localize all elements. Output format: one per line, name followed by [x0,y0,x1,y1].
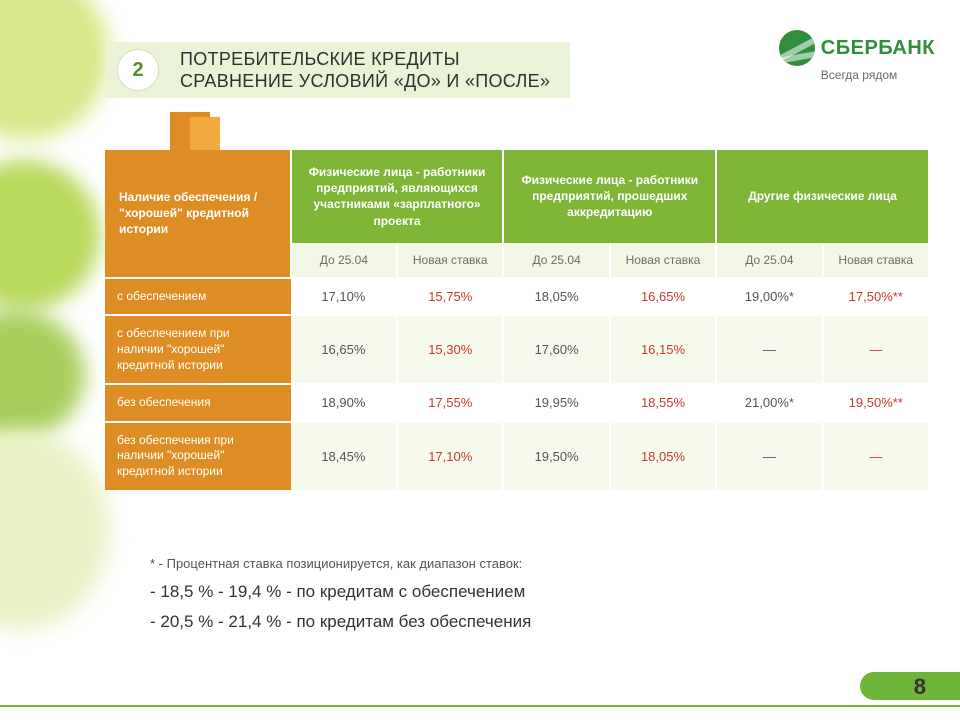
cell: 18,05% [610,422,716,490]
row-label: без обеспечения [105,384,291,422]
slide-title: Потребительские кредиты Сравнение услови… [180,48,550,93]
cell: 21,00%* [716,384,822,422]
cell: — [716,315,822,384]
cell: 18,05% [503,278,609,316]
cell: 16,15% [610,315,716,384]
cell: 17,10% [291,278,397,316]
cell: 19,50% [503,422,609,490]
group-header: Физические лица - работники предприятий,… [503,150,716,243]
cell: 15,75% [397,278,503,316]
table-row: без обеспечения при наличии "хорошей" кр… [105,422,929,490]
cell: 16,65% [291,315,397,384]
rates-table: Наличие обеспечения / "хорошей" кредитно… [105,150,930,490]
footnote-line: - 20,5 % - 21,4 % - по кредитам без обес… [150,611,650,634]
title-line-1: Потребительские кредиты [180,49,460,69]
cell: 18,55% [610,384,716,422]
cell: — [823,315,929,384]
brand-block: СБЕРБАНК Всегда рядом [779,30,935,82]
brand-tagline: Всегда рядом [821,68,935,82]
col-after: Новая ставка [397,243,503,278]
sberbank-logo-icon [779,30,815,66]
cell: 19,00%* [716,278,822,316]
cell: 19,95% [503,384,609,422]
page-number: 8 [914,674,926,700]
cell: — [716,422,822,490]
col-after: Новая ставка [610,243,716,278]
col-before: До 25.04 [503,243,609,278]
page-number-bar [860,672,960,700]
group-header: Физические лица - работники предприятий,… [291,150,504,243]
group-header: Другие физические лица [716,150,929,243]
table-header-row: Наличие обеспечения / "хорошей" кредитно… [105,150,929,243]
footnote-star: * - Процентная ставка позиционируется, к… [150,555,650,573]
col-before: До 25.04 [291,243,397,278]
cell: 17,55% [397,384,503,422]
col-after: Новая ставка [823,243,929,278]
side-header: Наличие обеспечения / "хорошей" кредитно… [105,150,291,278]
footer-divider [0,705,960,707]
col-before: До 25.04 [716,243,822,278]
table-body: с обеспечением 17,10% 15,75% 18,05% 16,6… [105,278,929,490]
table-row: с обеспечением при наличии "хорошей" кре… [105,315,929,384]
cell: 16,65% [610,278,716,316]
footnote-block: * - Процентная ставка позиционируется, к… [150,555,650,634]
cell: 17,10% [397,422,503,490]
row-label: с обеспечением при наличии "хорошей" кре… [105,315,291,384]
cell: 17,50%** [823,278,929,316]
cell: 18,45% [291,422,397,490]
section-number-badge: 2 [117,49,159,91]
row-label: с обеспечением [105,278,291,316]
footnote-line: - 18,5 % - 19,4 % - по кредитам с обеспе… [150,581,650,604]
title-box: 2 Потребительские кредиты Сравнение усло… [105,42,570,98]
cell: 15,30% [397,315,503,384]
brand-name: СБЕРБАНК [821,37,935,60]
cell: 17,60% [503,315,609,384]
cell: — [823,422,929,490]
table-row: без обеспечения 18,90% 17,55% 19,95% 18,… [105,384,929,422]
cell: 19,50%** [823,384,929,422]
row-label: без обеспечения при наличии "хорошей" кр… [105,422,291,490]
cell: 18,90% [291,384,397,422]
table-row: с обеспечением 17,10% 15,75% 18,05% 16,6… [105,278,929,316]
title-line-2: Сравнение условий «до» и «после» [180,71,550,91]
